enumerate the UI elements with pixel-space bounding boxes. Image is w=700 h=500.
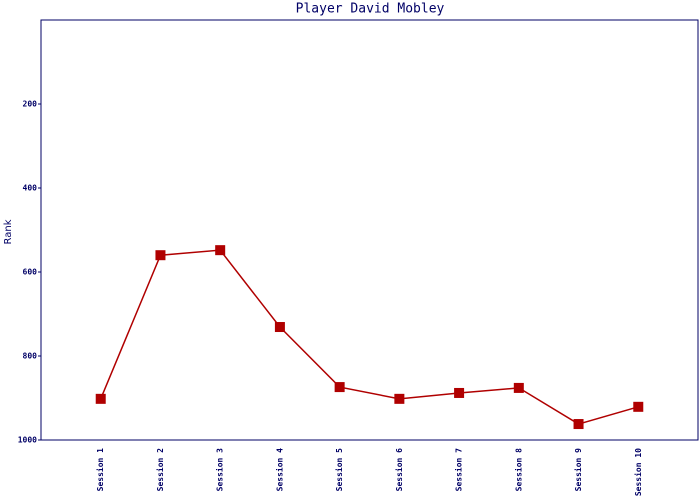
x-tick-label: Session 6 bbox=[394, 448, 404, 492]
x-tick-label: Session 1 bbox=[95, 448, 105, 492]
chart-title: Player David Mobley bbox=[296, 2, 445, 17]
marker bbox=[454, 387, 465, 398]
y-tick-label: 800 bbox=[23, 352, 38, 361]
y-tick-label: 1000 bbox=[18, 436, 37, 445]
y-tick-label: 600 bbox=[23, 268, 38, 277]
x-tick-label: Session 7 bbox=[454, 448, 464, 492]
marker bbox=[513, 382, 524, 393]
marker bbox=[394, 393, 405, 404]
x-tick-label: Session 10 bbox=[633, 448, 643, 496]
marker bbox=[274, 322, 285, 333]
y-tick-label: 200 bbox=[23, 100, 38, 109]
plot-frame bbox=[40, 19, 699, 441]
marker bbox=[215, 245, 226, 256]
marker bbox=[633, 401, 644, 412]
x-tick-label: Session 8 bbox=[513, 448, 523, 492]
x-tick-label: Session 2 bbox=[155, 448, 165, 492]
x-tick-label: Session 4 bbox=[274, 448, 284, 492]
line bbox=[100, 249, 639, 425]
marker bbox=[95, 393, 106, 404]
x-tick-label: Session 5 bbox=[334, 448, 344, 492]
marker bbox=[334, 382, 345, 393]
marker bbox=[573, 419, 584, 430]
y-tick-label: 400 bbox=[23, 184, 38, 193]
x-tick-label: Session 9 bbox=[573, 448, 583, 492]
y-axis-label: Rank bbox=[3, 219, 14, 244]
x-tick-label: Session 3 bbox=[215, 448, 225, 492]
marker bbox=[155, 250, 166, 261]
